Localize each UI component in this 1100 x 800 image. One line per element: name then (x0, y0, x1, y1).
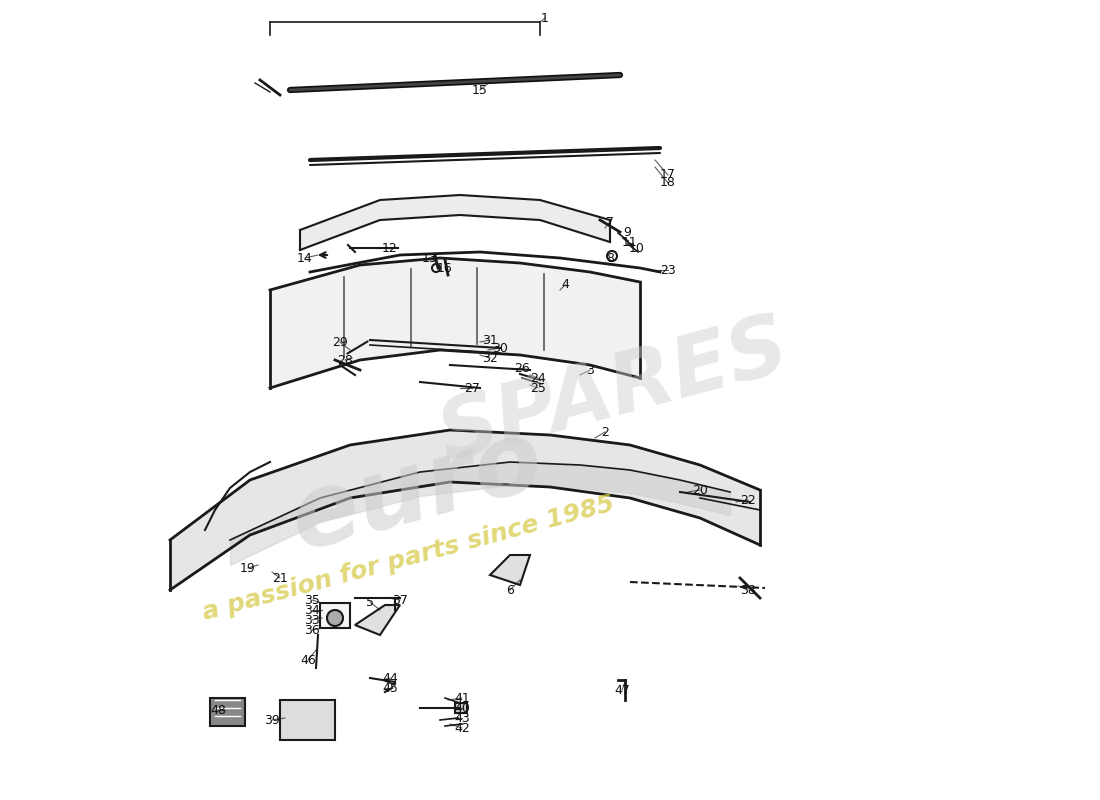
Text: 3: 3 (586, 363, 594, 377)
Text: 11: 11 (623, 235, 638, 249)
Text: 31: 31 (482, 334, 498, 346)
Text: 38: 38 (740, 583, 756, 597)
Text: 17: 17 (660, 169, 675, 182)
Text: 28: 28 (337, 354, 353, 366)
Text: SPARES: SPARES (430, 306, 798, 477)
Circle shape (327, 610, 343, 626)
Text: 26: 26 (514, 362, 530, 374)
Text: 42: 42 (454, 722, 470, 734)
Text: 47: 47 (614, 683, 630, 697)
Text: 34: 34 (304, 603, 320, 617)
Text: 33: 33 (304, 614, 320, 626)
Bar (320, 603, 350, 628)
Circle shape (607, 251, 617, 261)
Text: 46: 46 (300, 654, 316, 666)
Text: 22: 22 (740, 494, 756, 506)
Text: 37: 37 (392, 594, 408, 606)
Circle shape (432, 264, 440, 272)
Text: 41: 41 (454, 691, 470, 705)
Text: 20: 20 (692, 483, 708, 497)
Bar (455, 703, 468, 713)
Text: 6: 6 (506, 583, 514, 597)
Text: 7: 7 (606, 215, 614, 229)
Bar (210, 698, 245, 726)
Text: 13: 13 (422, 251, 438, 265)
Text: 36: 36 (304, 623, 320, 637)
Text: 18: 18 (660, 177, 675, 190)
Text: 10: 10 (629, 242, 645, 254)
Text: 14: 14 (297, 251, 312, 265)
Text: 48: 48 (210, 703, 225, 717)
Text: euro: euro (280, 410, 553, 571)
Text: 12: 12 (382, 242, 398, 254)
Text: 29: 29 (332, 335, 348, 349)
Text: 45: 45 (382, 682, 398, 694)
Text: 1: 1 (541, 11, 549, 25)
Text: 43: 43 (454, 711, 470, 725)
Bar (280, 700, 336, 740)
Text: 19: 19 (240, 562, 256, 574)
Text: 25: 25 (530, 382, 546, 394)
Text: a passion for parts since 1985: a passion for parts since 1985 (200, 492, 617, 625)
Text: 24: 24 (530, 371, 546, 385)
Text: 2: 2 (601, 426, 609, 438)
Text: 16: 16 (437, 262, 453, 274)
Text: 15: 15 (472, 83, 488, 97)
Text: 27: 27 (464, 382, 480, 394)
Text: 32: 32 (482, 351, 498, 365)
Text: 39: 39 (264, 714, 279, 726)
Text: 23: 23 (660, 263, 675, 277)
Polygon shape (490, 555, 530, 585)
Text: 21: 21 (272, 571, 288, 585)
Text: 30: 30 (492, 342, 508, 354)
Text: 35: 35 (304, 594, 320, 606)
Text: 8: 8 (606, 251, 614, 265)
Polygon shape (355, 605, 400, 635)
Text: 5: 5 (366, 595, 374, 609)
Text: 44: 44 (382, 671, 398, 685)
Text: 4: 4 (561, 278, 569, 291)
Text: 9: 9 (623, 226, 631, 238)
Text: 40: 40 (454, 702, 470, 714)
